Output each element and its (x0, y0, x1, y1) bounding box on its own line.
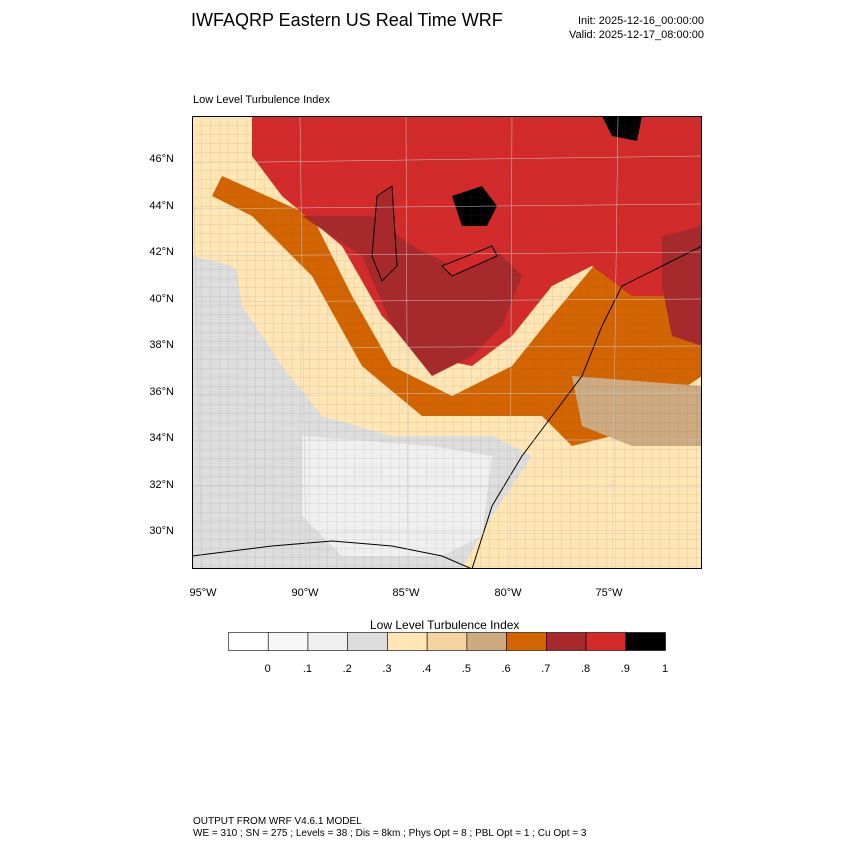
lat-label: 42°N (149, 246, 174, 258)
lon-label: 75°W (595, 587, 623, 599)
graticule (192, 116, 702, 569)
lat-label: 46°N (149, 153, 174, 165)
lat-label: 40°N (149, 292, 174, 305)
colorbar-swatch (387, 632, 428, 651)
turbulence-map (192, 116, 702, 569)
lat-label: 44°N (149, 199, 174, 212)
colorbar-label: 1 (661, 663, 669, 675)
footer-line-1: OUTPUT FROM WRF V4.6.1 MODEL (193, 816, 362, 827)
county-grid (192, 116, 702, 569)
colorbar-label: 0 (264, 663, 271, 675)
valid-time: Valid: 2025-12-17_08:00:00 (569, 29, 704, 41)
lon-label: 90°W (291, 587, 319, 599)
init-time: Init: 2025-12-16_00:00:00 (578, 15, 704, 27)
lon-label: 80°W (494, 587, 522, 599)
colorbar-label: .5 (461, 663, 471, 675)
colorbar (228, 632, 666, 651)
colorbar-swatch (267, 632, 309, 651)
lake-michigan (371, 185, 398, 282)
coastline (192, 540, 473, 569)
colorbar-title: Low Level Turbulence Index (370, 618, 520, 632)
lat-label: 38°N (149, 339, 174, 351)
main-title: IWFAQRP Eastern US Real Time WRF (191, 10, 503, 30)
colorbar-label: .6 (501, 663, 511, 675)
colorbar-label: .1 (302, 663, 313, 675)
colorbar-label: .4 (422, 663, 432, 675)
lat-label: 30°N (149, 525, 174, 537)
map-subtitle: Low Level Turbulence Index (193, 94, 330, 106)
footer-line-2: WE = 310 ; SN = 275 ; Levels = 38 ; Dis … (193, 828, 587, 839)
colorbar-swatch (585, 632, 627, 651)
colorbar-label: .7 (541, 663, 551, 675)
init-valid-times: Init: 2025-12-16_00:00:00 Valid: 2025-12… (569, 14, 704, 42)
colorbar-label: .8 (580, 663, 591, 675)
colorbar-swatch (307, 632, 348, 651)
model-footer: OUTPUT FROM WRF V4.6.1 MODEL WE = 310 ; … (193, 816, 586, 840)
colorbar-swatch (506, 632, 547, 651)
colorbar-swatch (228, 632, 269, 651)
lat-label: 36°N (149, 385, 174, 398)
colorbar-swatch (546, 632, 587, 651)
colorbar-swatch (426, 632, 468, 651)
colorbar-label: .3 (382, 663, 392, 675)
lon-label: 95°W (189, 587, 217, 599)
colorbar-swatch (625, 632, 666, 651)
lat-label: 32°N (149, 478, 174, 491)
colorbar-label: .9 (620, 663, 630, 675)
colorbar-swatch (466, 632, 507, 651)
colorbar-swatch (347, 632, 388, 651)
east-coastline (471, 245, 702, 569)
lat-label: 34°N (149, 432, 174, 444)
lon-label: 85°W (392, 587, 420, 599)
colorbar-label: .2 (342, 663, 352, 675)
